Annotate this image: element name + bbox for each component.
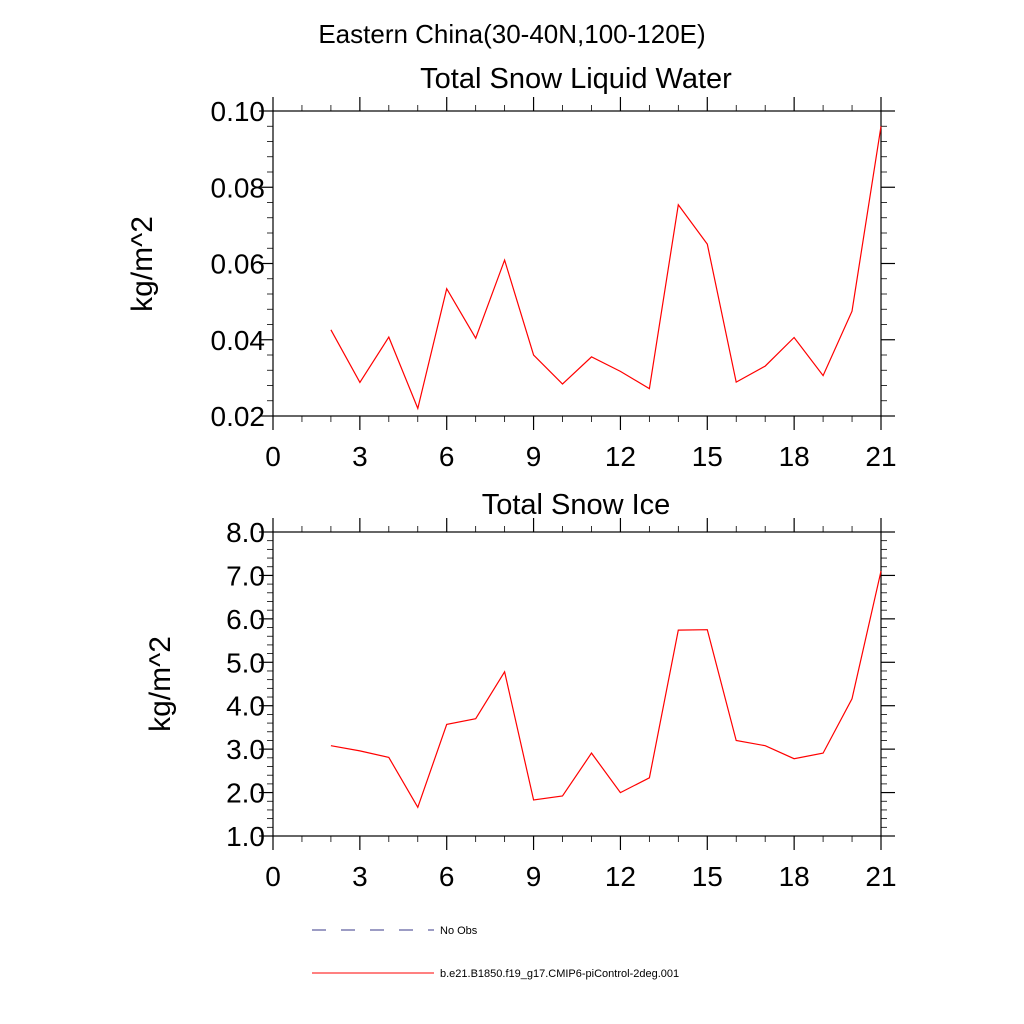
chart-title: Total Snow Liquid Water [420, 63, 732, 95]
legend-item-obs: No Obs [312, 925, 478, 937]
x-tick-label: 15 [692, 441, 723, 472]
chart-panel-liquid-water: Total Snow Liquid Water kg/m^2 0 3 6 9 12 15 1… [126, 63, 897, 472]
x-tick-label: 21 [865, 441, 896, 472]
legend-label: b.e21.B1850.f19_g17.CMIP6-piControl-2deg… [440, 968, 679, 980]
chart-title: Total Snow Ice [482, 489, 671, 521]
x-tick-label: 0 [265, 861, 281, 892]
y-axis-label: kg/m^2 [126, 216, 159, 312]
x-tick-label: 9 [526, 441, 542, 472]
axes: 0 3 6 9 12 15 18 21 0.02 0.04 0.06 0.08 0.10 [211, 96, 897, 472]
chart-panel-snow-ice: Total Snow Ice kg/m^2 0 3 6 9 12 15 18 21 1.0 2.0… [144, 489, 897, 892]
x-tick-label: 3 [352, 441, 368, 472]
x-tick-label: 18 [779, 861, 810, 892]
x-tick-label: 12 [605, 441, 636, 472]
y-tick-label: 8.0 [226, 517, 265, 548]
x-tick-label: 15 [692, 861, 723, 892]
x-tick-label: 3 [352, 861, 368, 892]
series-line [330, 126, 882, 411]
y-tick-label: 0.10 [211, 96, 266, 127]
y-tick-label: 6.0 [226, 604, 265, 635]
y-tick-label: 0.08 [211, 172, 266, 203]
legend: No Obs b.e21.B1850.f19_g17.CMIP6-piContr… [312, 925, 679, 980]
x-tick-label: 12 [605, 861, 636, 892]
legend-item-model: b.e21.B1850.f19_g17.CMIP6-piControl-2deg… [312, 968, 679, 980]
y-tick-label: 0.02 [211, 401, 266, 432]
y-tick-label: 4.0 [226, 691, 265, 722]
plot-frame [272, 531, 882, 837]
y-tick-label: 3.0 [226, 734, 265, 765]
legend-label: No Obs [440, 925, 478, 937]
x-tick-label: 0 [265, 441, 281, 472]
axes: 0 3 6 9 12 15 18 21 1.0 2.0 3.0 4.0 5.0 6.0 7.0 8.0 [226, 517, 897, 892]
x-tick-label: 9 [526, 861, 542, 892]
x-tick-label: 6 [439, 861, 455, 892]
y-tick-label: 1.0 [226, 821, 265, 852]
y-tick-label: 5.0 [226, 647, 265, 678]
x-tick-label: 6 [439, 441, 455, 472]
y-tick-label: 0.04 [211, 325, 266, 356]
figure-title: Eastern China(30-40N,100-120E) [318, 19, 705, 49]
y-axis-label: kg/m^2 [144, 636, 177, 732]
series-line [330, 570, 882, 809]
y-tick-label: 2.0 [226, 778, 265, 809]
series-layer [330, 570, 882, 809]
y-tick-label: 7.0 [226, 560, 265, 591]
series-layer [330, 126, 882, 411]
y-tick-label: 0.06 [211, 249, 266, 280]
x-tick-label: 21 [865, 861, 896, 892]
x-tick-label: 18 [779, 441, 810, 472]
